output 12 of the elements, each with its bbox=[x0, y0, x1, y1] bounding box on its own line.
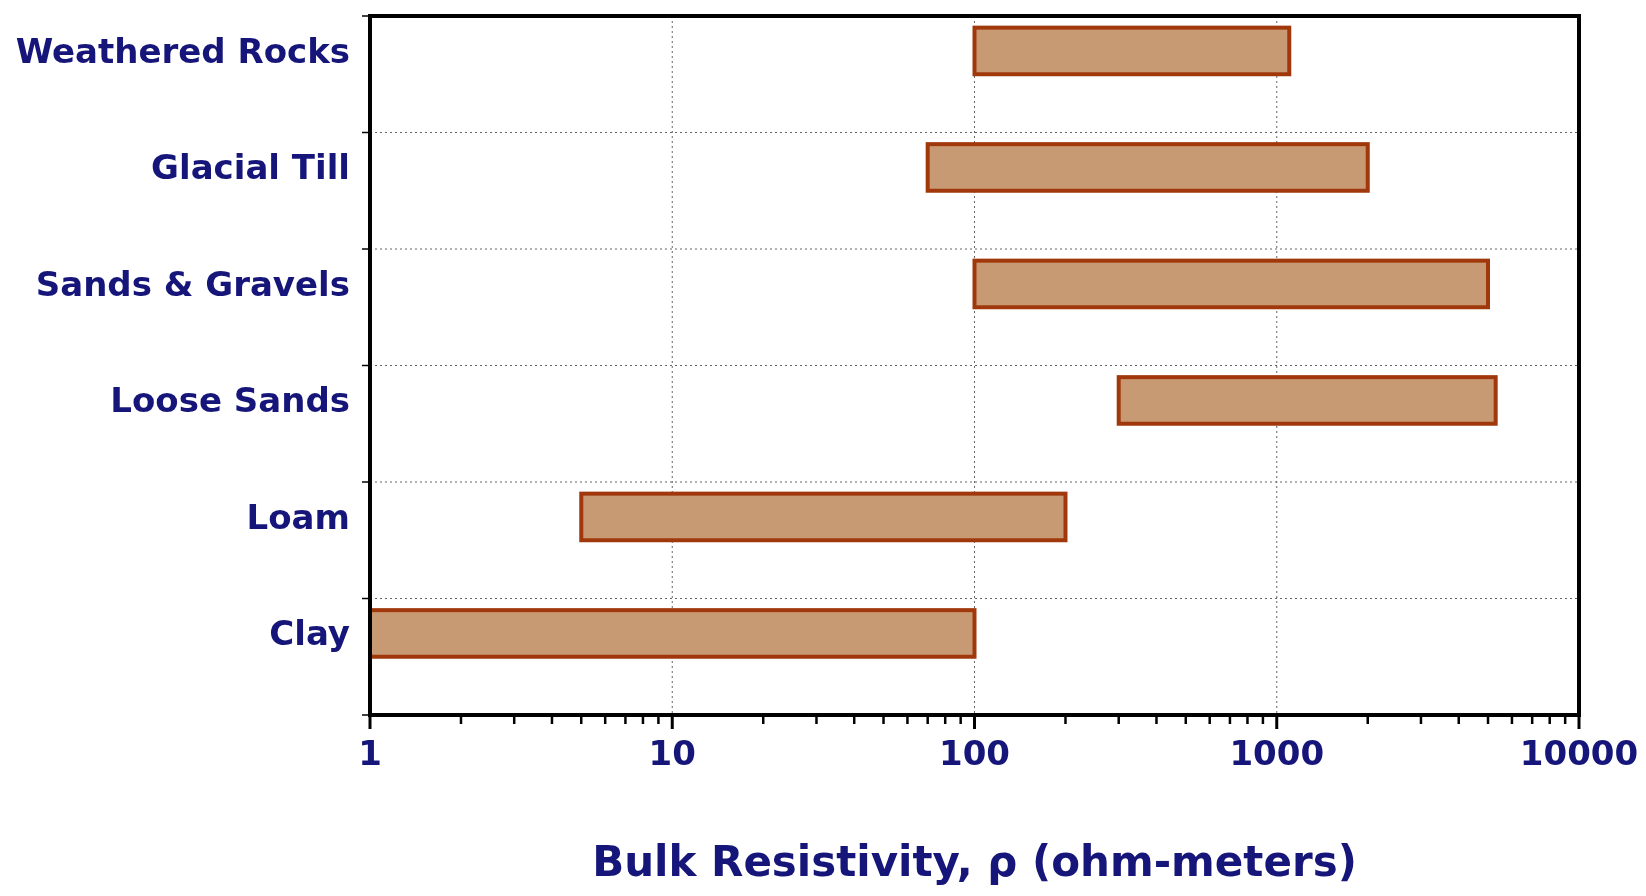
y-tick-label: Weathered Rocks bbox=[15, 30, 350, 71]
y-tick-label: Clay bbox=[269, 613, 350, 654]
y-tick-label: Loose Sands bbox=[110, 380, 350, 421]
x-tick-label: 100 bbox=[939, 733, 1010, 773]
x-tick-label: 10 bbox=[648, 733, 696, 773]
x-tick-label: 1 bbox=[358, 733, 382, 773]
x-axis-title: Bulk Resistivity, ρ (ohm-meters) bbox=[592, 837, 1357, 886]
x-tick-label: 10000 bbox=[1519, 733, 1639, 773]
x-tick-label: 1000 bbox=[1229, 733, 1325, 773]
y-tick-label: Loam bbox=[246, 496, 350, 537]
y-tick-label: Glacial Till bbox=[151, 147, 350, 188]
y-tick-label: Sands & Gravels bbox=[35, 263, 350, 304]
